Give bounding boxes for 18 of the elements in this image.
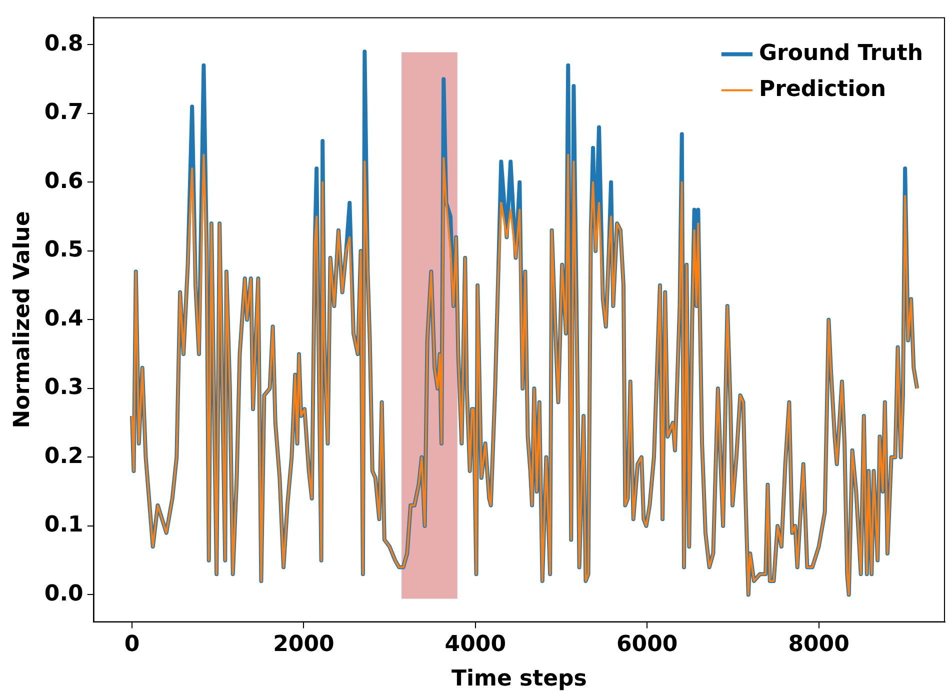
y-tick-label: 0.0: [44, 581, 84, 606]
y-tick-label: 0.3: [44, 375, 84, 400]
x-tick-label: 2000: [273, 632, 334, 658]
y-tick-label: 0.1: [44, 512, 84, 538]
y-tick-label: 0.5: [44, 238, 84, 263]
legend-label: Ground Truth: [758, 40, 924, 66]
x-tick-label: 8000: [788, 632, 850, 658]
y-tick-label: 0.4: [44, 306, 84, 332]
x-axis-title: Time steps: [451, 666, 587, 692]
x-tick-label: 4000: [444, 632, 506, 658]
x-tick-label: 6000: [616, 632, 678, 658]
x-tick-label: 0: [124, 632, 140, 658]
legend-label: Prediction: [758, 76, 886, 102]
y-tick-label: 0.6: [44, 168, 84, 194]
y-tick-label: 0.2: [44, 444, 84, 469]
y-tick-label: 0.7: [44, 100, 84, 126]
y-tick-label: 0.8: [44, 31, 84, 56]
y-axis-title: Normalized Value: [10, 211, 35, 428]
